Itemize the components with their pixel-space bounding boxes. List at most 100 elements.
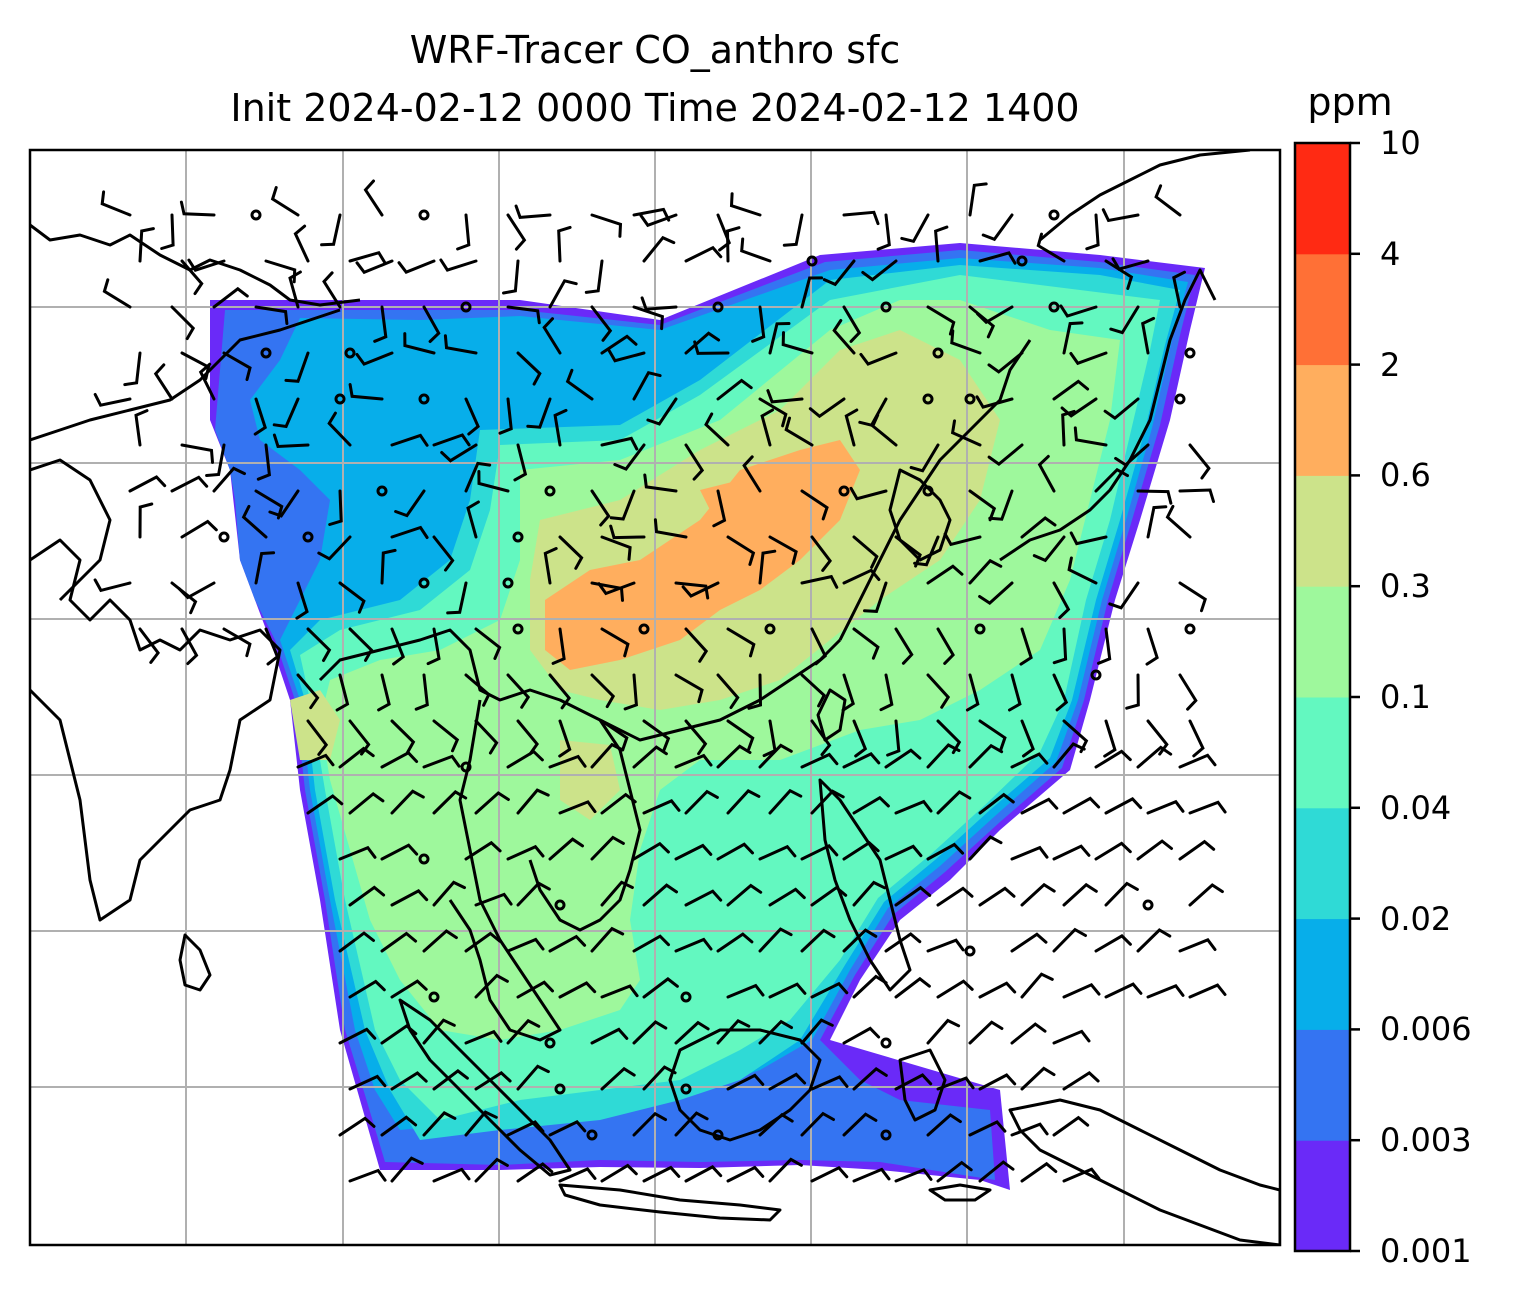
wind-barb bbox=[1020, 797, 1059, 815]
wind-barb bbox=[306, 719, 329, 756]
wind-barb bbox=[810, 719, 832, 757]
wind-barb bbox=[338, 931, 375, 953]
wind-barb bbox=[863, 581, 888, 613]
wind-barb bbox=[642, 883, 678, 907]
colorbar-band bbox=[1295, 697, 1350, 809]
wind-barb bbox=[926, 743, 961, 769]
wind-barb-calm bbox=[964, 945, 976, 957]
wind-barb bbox=[852, 1067, 888, 1091]
wind-barb bbox=[474, 719, 499, 755]
border-himalaya bbox=[30, 308, 341, 442]
wind-barb bbox=[1094, 841, 1132, 861]
wind-barb bbox=[832, 319, 856, 355]
wind-barb-calm bbox=[806, 255, 818, 267]
wind-barb bbox=[1052, 581, 1071, 620]
wind-barb bbox=[1141, 316, 1156, 355]
wind-barb bbox=[936, 886, 974, 907]
wind-barb bbox=[852, 974, 888, 999]
wind-barb bbox=[516, 788, 550, 815]
wind-barb bbox=[842, 752, 881, 769]
wind-barb bbox=[800, 843, 839, 861]
wind-barb bbox=[363, 179, 384, 217]
wind-barb bbox=[506, 749, 544, 769]
wind-barb-calm bbox=[838, 485, 850, 497]
wind-barb bbox=[394, 489, 426, 518]
colorbar-tick-label: 4 bbox=[1380, 234, 1401, 273]
wind-barb bbox=[600, 719, 629, 751]
wind-barb bbox=[1062, 882, 1098, 907]
wind-barb bbox=[422, 1111, 457, 1137]
wind-barb bbox=[600, 334, 638, 355]
wind-barb bbox=[1052, 1029, 1091, 1045]
colorbar-tick-label: 0.003 bbox=[1380, 1121, 1472, 1160]
wind-barb bbox=[684, 1165, 723, 1183]
wind-barb bbox=[558, 535, 584, 570]
wind-barb bbox=[674, 937, 713, 953]
wind-barb bbox=[170, 475, 209, 493]
wind-barb bbox=[551, 627, 566, 665]
wind-barb bbox=[716, 213, 732, 252]
field-band-0.6 bbox=[545, 440, 860, 670]
wind-barb bbox=[597, 581, 636, 596]
wind-barb bbox=[397, 259, 436, 275]
wind-barb bbox=[513, 443, 528, 482]
wind-barb bbox=[623, 673, 638, 711]
wind-barb bbox=[1020, 972, 1054, 999]
colorbar-band bbox=[1295, 586, 1350, 698]
wind-barb bbox=[1085, 213, 1100, 251]
coastline-india bbox=[30, 538, 282, 922]
wind-barb bbox=[1060, 397, 1098, 418]
wind-barb bbox=[716, 1018, 751, 1045]
wind-barb-calm bbox=[376, 485, 388, 497]
wind-barb bbox=[348, 1074, 387, 1091]
wind-barb bbox=[632, 370, 662, 401]
wind-barb bbox=[270, 186, 300, 217]
wind-barb bbox=[729, 192, 762, 217]
wind-barb bbox=[900, 213, 930, 244]
wind-barb-calm bbox=[880, 301, 892, 313]
wind-barb bbox=[632, 207, 671, 222]
wind-barb-calm bbox=[974, 623, 986, 635]
coastline-northeast bbox=[1039, 150, 1251, 242]
wind-barb bbox=[180, 519, 218, 539]
wind-barb bbox=[198, 362, 216, 401]
coastline-sumatra bbox=[398, 998, 572, 1177]
wind-barb bbox=[1178, 581, 1207, 613]
wind-barb bbox=[1101, 208, 1140, 223]
wind-barb bbox=[968, 558, 1003, 585]
wind-barb bbox=[390, 1071, 428, 1091]
wind-barb bbox=[842, 928, 878, 953]
wind-barb bbox=[338, 1116, 376, 1137]
wind-barb bbox=[936, 979, 974, 999]
wind-barb bbox=[1008, 673, 1022, 712]
wind-barb bbox=[432, 880, 466, 907]
wind-barb bbox=[516, 1162, 554, 1183]
wind-barb bbox=[1073, 426, 1108, 447]
wind-barb-calm bbox=[964, 393, 976, 405]
colorbar bbox=[1295, 141, 1360, 1253]
colorbar-band bbox=[1295, 475, 1350, 587]
wind-barb bbox=[684, 789, 719, 815]
wind-barb bbox=[800, 752, 839, 769]
wind-barb bbox=[1145, 627, 1159, 666]
wind-barb bbox=[632, 1111, 667, 1137]
wind-barb bbox=[894, 885, 932, 907]
wind-barb bbox=[936, 1160, 973, 1183]
wind-barb bbox=[926, 564, 964, 585]
wind-barb bbox=[474, 892, 513, 907]
wind-barb-calm bbox=[334, 393, 346, 405]
wind-barb bbox=[674, 1111, 709, 1137]
wind-barb bbox=[926, 673, 951, 709]
wind-barb bbox=[590, 305, 613, 342]
wind-barb bbox=[858, 397, 888, 427]
wind-barb bbox=[328, 489, 343, 526]
wind-barb bbox=[464, 931, 502, 953]
wind-barb bbox=[565, 368, 594, 401]
wind-barb bbox=[842, 1026, 881, 1045]
wind-barb bbox=[432, 790, 468, 815]
wind-barb bbox=[477, 470, 510, 493]
wind-barb bbox=[726, 535, 756, 566]
wind-barb bbox=[390, 1156, 424, 1183]
wind-barb bbox=[506, 213, 527, 251]
wind-barb bbox=[926, 938, 965, 953]
